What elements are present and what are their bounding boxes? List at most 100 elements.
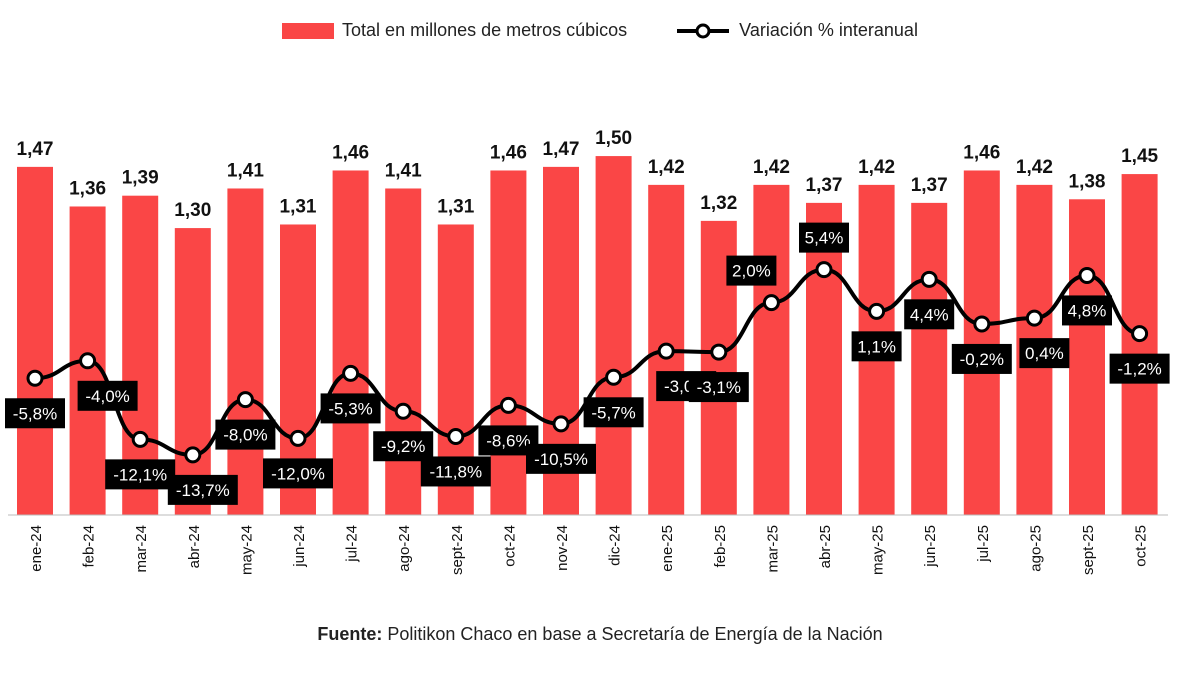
line-value-label: 0,4% [1025,344,1064,363]
bar-value-label: 1,46 [963,142,1000,163]
bar-value-label: 1,42 [753,157,790,178]
line-label-box [1019,338,1070,369]
line-value-label: -5,7% [591,403,635,422]
line-value-label: 4,8% [1068,301,1107,320]
x-tick-label: sept-25 [1080,525,1097,575]
x-tick-label: jun-25 [922,525,939,568]
line-label-box [5,398,65,429]
line-point [868,302,886,320]
x-tick-label: abr-25 [817,525,834,568]
line-point [657,342,675,360]
line-point [131,430,149,448]
line-value-label: -12,1% [113,465,167,484]
bar-value-label: 1,45 [1121,146,1158,167]
bar [753,184,790,515]
line-value-label: -9,2% [381,437,425,456]
line-value-label: -1,2% [1117,360,1161,379]
bar [227,188,264,516]
line-label-box [105,459,176,490]
x-tick-label: oct-25 [1133,525,1150,567]
x-tick-label: may-24 [238,525,255,575]
line-label-box [167,474,238,505]
bar-value-label: 1,36 [69,178,106,199]
line-value-label: -5,3% [328,399,372,418]
line-value-label: -4,0% [85,387,129,406]
line-value-label: -12,0% [271,464,325,483]
x-tick-label: oct-24 [501,525,518,567]
line-label-box [373,431,434,462]
line-point [605,368,623,386]
line-point [26,369,44,387]
bar-value-label: 1,37 [911,175,948,196]
bar-value-label: 1,39 [122,168,159,189]
x-tick-label: jun-24 [291,525,308,568]
bar-value-label: 1,46 [332,142,369,163]
line-label-box [215,419,276,450]
line-label-box [526,443,596,474]
legend-swatch-line [677,23,730,38]
legend-item-line: Variación % interanual [675,20,918,41]
line-point [552,415,570,433]
line-label-box [799,222,849,253]
line-label-box [726,255,777,286]
line-point [1025,309,1043,327]
line-value-label: 2,0% [732,262,771,281]
x-tick-label: nov-24 [554,525,571,571]
line-value-label: -8,6% [486,431,530,450]
line-point [762,294,780,312]
line-label-box [904,299,955,330]
x-tick-label: may-25 [870,525,887,575]
line-value-label: -8,0% [223,426,267,445]
bar [17,166,53,515]
bar-value-label: 1,30 [174,200,211,221]
x-tick-label: abr-24 [186,525,203,568]
bar [490,170,527,516]
x-tick-label: dic-24 [607,525,624,566]
x-tick-label: mar-25 [764,525,781,573]
legend-label-bars: Total en millones de metros cúbicos [342,20,628,40]
line-label-box [583,397,644,428]
line-point [342,364,360,382]
line-label-box [1062,295,1112,326]
bar-value-label: 1,50 [595,128,632,149]
x-tick-label: feb-25 [712,525,729,568]
legend-item-bars: Total en millones de metros cúbicos [282,20,627,41]
bar-value-label: 1,37 [806,175,843,196]
line-value-label: 1,1% [857,337,896,356]
bar [332,170,369,516]
legend: Total en millones de metros cúbicos Vari… [0,20,1200,41]
bar-value-label: 1,42 [1016,157,1053,178]
bar [963,170,1000,516]
bar [595,156,632,515]
x-tick-label: ago-25 [1027,525,1044,572]
x-tick-label: mar-24 [133,525,150,573]
line-value-label: -3,1% [697,378,741,397]
line-label-box [263,458,333,489]
source-label: Fuente: [317,624,383,644]
line-label-box [688,372,749,403]
line-label-box [77,380,138,411]
line-value-label: -13,7% [176,481,230,500]
x-tick-label: sept-24 [449,525,466,575]
line-point [236,391,254,409]
bar-value-label: 1,38 [1069,171,1106,192]
line-value-label: -10,5% [534,450,588,469]
line-point [815,261,833,279]
bar [806,202,842,515]
bar-value-label: 1,32 [700,193,737,214]
legend-label-line: Variación % interanual [739,20,918,40]
line-value-label: 5,4% [805,229,844,248]
x-tick-label: ene-24 [28,525,45,572]
source-text: Politikon Chaco en base a Secretaría de … [382,624,883,644]
line-point [973,315,991,333]
line-point [499,396,517,414]
bar [385,188,422,516]
bar [1069,199,1105,515]
line-value-label: -11,8% [429,462,482,481]
line-label-box [420,456,491,487]
bar-value-label: 1,47 [543,139,580,160]
line-label-box [851,331,902,362]
x-tick-label: jul-25 [975,525,992,563]
x-tick-label: ago-24 [396,525,413,572]
